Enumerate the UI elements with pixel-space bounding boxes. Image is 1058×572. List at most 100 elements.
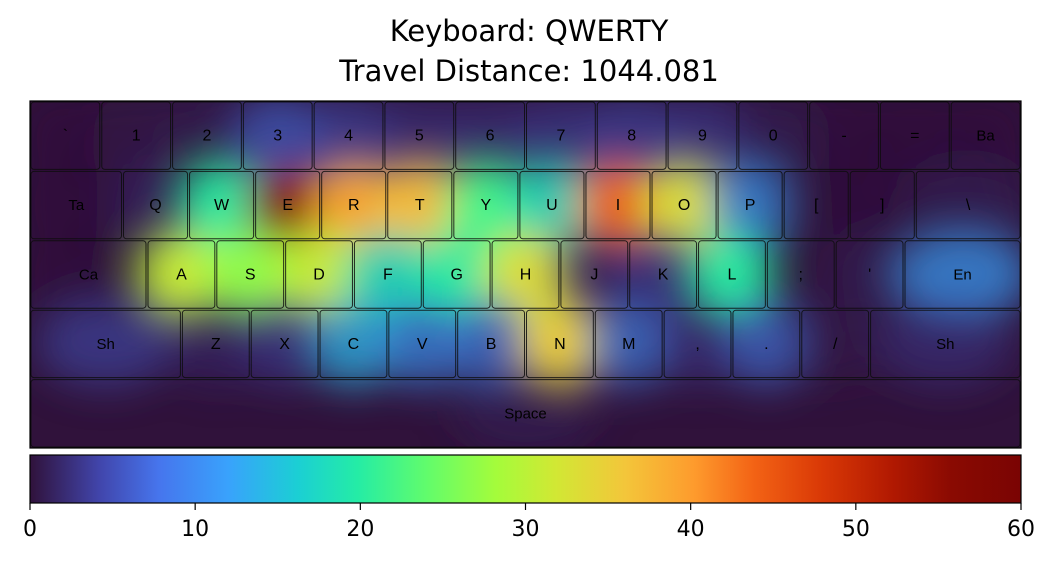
key-label: ` [63,128,68,145]
heat-spot [875,300,1016,387]
colorbar-tick-label: 30 [512,517,540,542]
heat-spot [455,370,596,448]
heat-spot [758,231,844,318]
heat-spot [689,231,775,318]
key-3-5 [457,309,525,379]
heat-spot [92,101,181,179]
colorbar-tick-label: 20 [346,517,374,542]
plot-area: ` 1 2 3 4 5 6 7 8 9 0 - = Ba Ta Q W E R T Y U I O P [] \ Ca A S D F G H J K… [30,101,1021,448]
heat-spot [510,162,593,249]
key-label: D [313,267,325,284]
heat-spot [941,101,1021,179]
key-1-4 [321,170,387,240]
heat-core [273,190,302,221]
key-2-3 [285,240,353,309]
key-label: I [616,197,620,214]
key-label: N [554,336,566,353]
key-2-0 [30,240,147,309]
key-1-2 [189,170,255,240]
plot-frame [29,100,1022,449]
chart-title: Keyboard: QWERTY [389,14,669,48]
key-label: M [622,336,635,353]
key-0-6 [455,101,526,170]
key-label: 6 [486,128,495,145]
key-2-4 [353,240,422,309]
key-1-7 [519,170,585,240]
heat-spot [723,300,810,387]
key-4-0 [30,379,1021,448]
key-label: Ba [976,128,995,145]
heat-core [166,259,197,290]
key-1-13 [915,170,1021,240]
key-3-8 [663,309,732,379]
key-2-6 [491,240,560,309]
key-label: Z [211,336,221,353]
key-2-7 [560,240,629,309]
key-2-10 [766,240,835,309]
key-3-2 [250,309,319,379]
key-0-10 [738,101,809,170]
key-label: , [695,336,699,353]
key-label: C [348,336,360,353]
key-0-13 [950,101,1021,170]
key-0-12 [879,101,950,170]
heat-spot [620,231,706,318]
heat-spot [587,101,676,179]
key-label: J [590,267,598,284]
heat-spot [841,162,924,249]
heat-core [603,190,633,221]
key-1-8 [585,170,651,240]
heat-spot [448,300,534,387]
key-0-9 [667,101,738,170]
key-1-1 [122,170,189,240]
heat-spot [180,162,263,249]
key-0-7 [526,101,596,170]
key-1-11 [783,170,849,240]
key-0-8 [596,101,667,170]
key-label: Ta [68,197,85,214]
heat-spot [792,300,878,387]
key-label: 4 [344,128,353,145]
key-2-11 [835,240,904,309]
key-1-9 [651,170,717,240]
key-1-3 [255,170,321,240]
heat-spot [304,101,393,179]
heat-spot [345,231,431,318]
heat-spot [163,101,251,179]
key-3-7 [594,309,663,379]
key-0-2 [172,101,242,170]
key-3-11 [870,309,1021,379]
key-2-12 [904,240,1021,309]
key-2-1 [147,240,216,309]
heat-spot [30,101,110,179]
key-2-8 [629,240,698,309]
key-label: X [279,336,290,353]
colorbar-gradient [29,454,1022,504]
key-label: Sh [936,336,954,353]
key-3-0 [30,309,181,379]
heat-spot [870,101,959,179]
heat-core [304,259,334,290]
key-label: ' [868,267,871,284]
key-label: 9 [698,128,707,145]
heat-spot [800,101,888,179]
heat-core [669,190,699,221]
colorbar: 0 10 20 30 40 50 60 [23,454,1035,542]
heat-spot [414,231,500,318]
key-2-5 [422,240,491,309]
heat-glow-layer [30,101,1021,448]
key-label: . [764,336,768,353]
heat-spot [446,101,534,179]
key-label: 1 [132,128,141,145]
heat-spot [310,300,397,387]
heat-core [339,190,369,221]
key-1-10 [717,170,783,240]
heat-core [405,190,435,221]
key-2-9 [698,240,766,309]
key-label: 2 [203,128,212,145]
colorbar-tick-label: 10 [181,517,209,542]
key-label: S [245,267,256,284]
key-label: F [383,267,393,284]
heat-spot [892,231,1021,318]
